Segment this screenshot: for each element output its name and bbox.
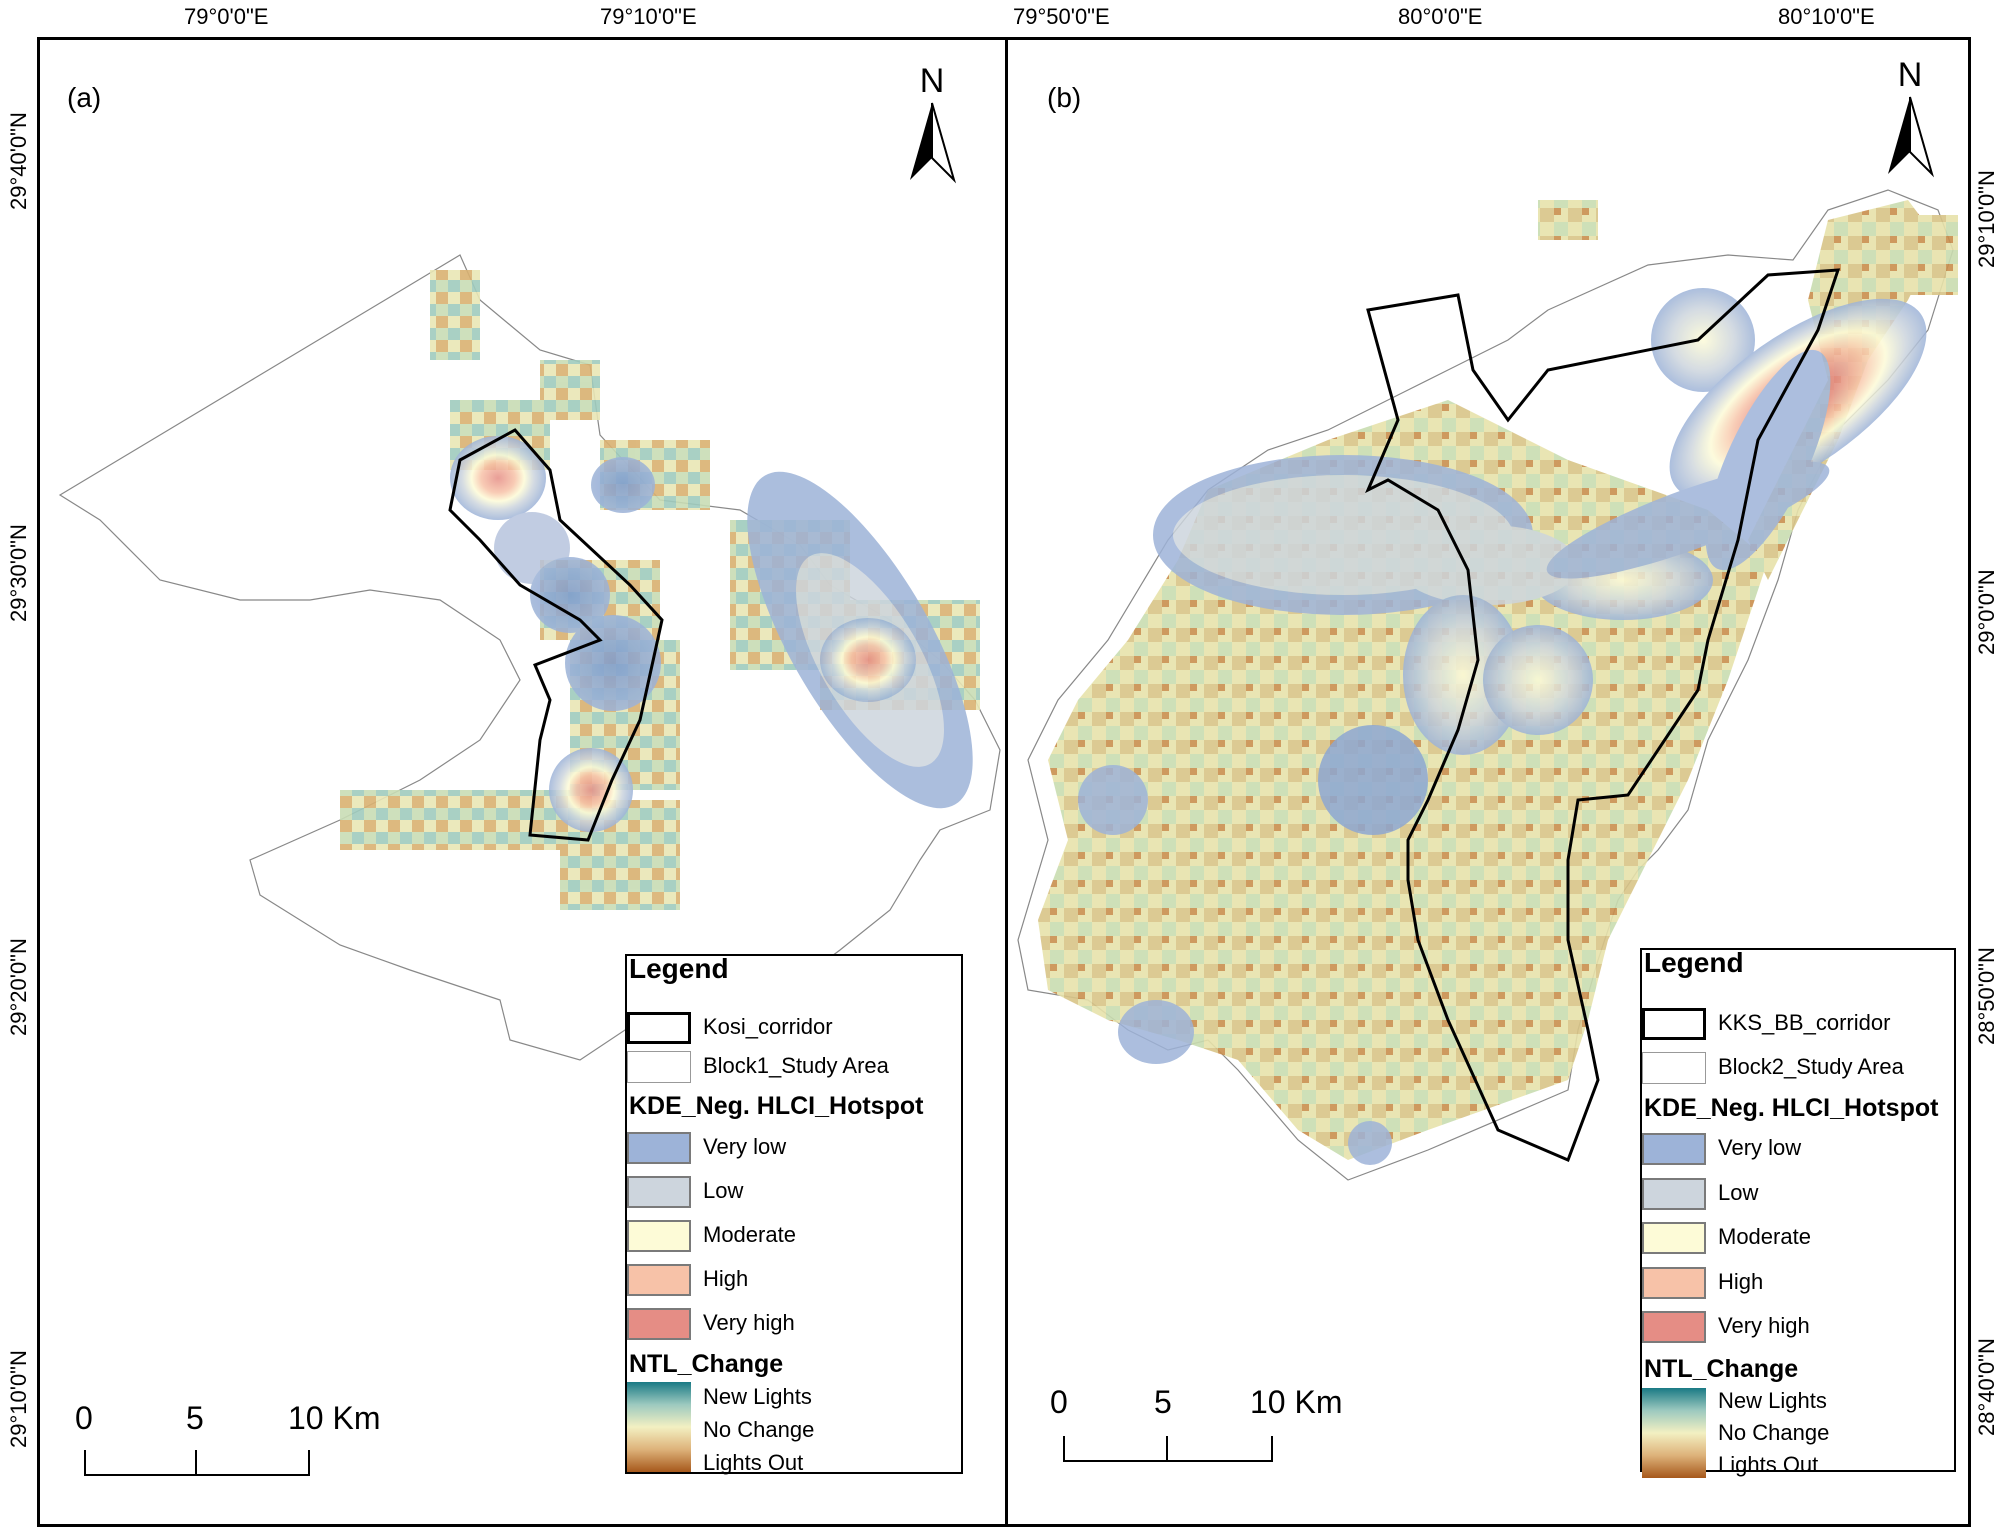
legend-title: Legend xyxy=(1644,947,1744,978)
right-tick-28-50: 28°50'0"N xyxy=(1974,947,1999,1045)
top-tick-79-10: 79°10'0"E xyxy=(600,4,697,29)
scale-label-0: 0 xyxy=(1050,1384,1068,1420)
kde-hotspots-a xyxy=(450,436,973,832)
ntl-label-no-change: No Change xyxy=(1718,1420,1830,1445)
ntl-color-ramp xyxy=(627,1382,691,1472)
ntl-label-new: New Lights xyxy=(703,1384,812,1409)
left-tick-29-40: 29°40'0"N xyxy=(6,112,31,210)
legend-title: Legend xyxy=(629,953,729,984)
north-label: N xyxy=(1897,56,1923,94)
kks-bb-corridor xyxy=(1365,268,1841,1162)
scale-label-0: 0 xyxy=(75,1400,93,1436)
north-label: N xyxy=(919,62,945,100)
top-tick-79-0: 79°0'0"E xyxy=(184,4,269,29)
top-tick-80-0: 80°0'0"E xyxy=(1398,4,1483,29)
right-tick-28-40: 28°40'0"N xyxy=(1974,1338,1999,1436)
kosi-corridor xyxy=(448,428,664,842)
north-arrow-icon xyxy=(910,102,957,184)
ntl-label-out: Lights Out xyxy=(703,1450,804,1475)
legend-b: Legend KKS_BB_corridor Block2_Study Area… xyxy=(1640,947,1956,1478)
map-b-canvas xyxy=(1017,189,1958,1181)
left-tick-29-30: 29°30'0"N xyxy=(6,524,31,622)
scale-label-5: 5 xyxy=(186,1400,204,1436)
kde-hotspots-b xyxy=(1078,288,1927,1165)
top-tick-80-10: 80°10'0"E xyxy=(1778,4,1875,29)
ntl-label-no-change: No Change xyxy=(703,1417,815,1442)
left-tick-29-20: 29°20'0"N xyxy=(6,938,31,1036)
legend-a: Legend Kosi_corridor Block1_Study Area K… xyxy=(625,953,963,1475)
scale-label-5: 5 xyxy=(1154,1384,1172,1420)
panel-a-tag: (a) xyxy=(67,82,102,113)
legend-kde-title: KDE_Neg. HLCI_Hotspot xyxy=(1644,1094,1939,1122)
map-panel-a xyxy=(37,37,1011,1527)
ntl-color-ramp xyxy=(1642,1388,1706,1478)
legend-ntl-title: NTL_Change xyxy=(629,1350,784,1378)
legend-kde-title: KDE_Neg. HLCI_Hotspot xyxy=(629,1092,924,1120)
panel-b-tag: (b) xyxy=(1047,82,1082,113)
right-tick-29-10: 29°10'0"N xyxy=(1974,170,1999,268)
top-tick-79-50: 79°50'0"E xyxy=(1013,4,1110,29)
north-arrow-icon xyxy=(1888,96,1935,178)
right-tick-29-0: 29°0'0"N xyxy=(1974,569,1999,655)
map-panel-b xyxy=(1005,37,1971,1527)
ntl-label-out: Lights Out xyxy=(1718,1452,1819,1477)
left-tick-29-10: 29°10'0"N xyxy=(6,1350,31,1448)
map-a-canvas xyxy=(58,254,1001,1061)
ntl-label-new: New Lights xyxy=(1718,1388,1827,1413)
scale-label-10: 10 Km xyxy=(288,1400,381,1436)
scale-label-10: 10 Km xyxy=(1250,1384,1343,1420)
north-arrow-b: N xyxy=(1880,58,1940,187)
north-arrow-a: N xyxy=(902,64,962,193)
legend-ntl-title: NTL_Change xyxy=(1644,1355,1799,1383)
